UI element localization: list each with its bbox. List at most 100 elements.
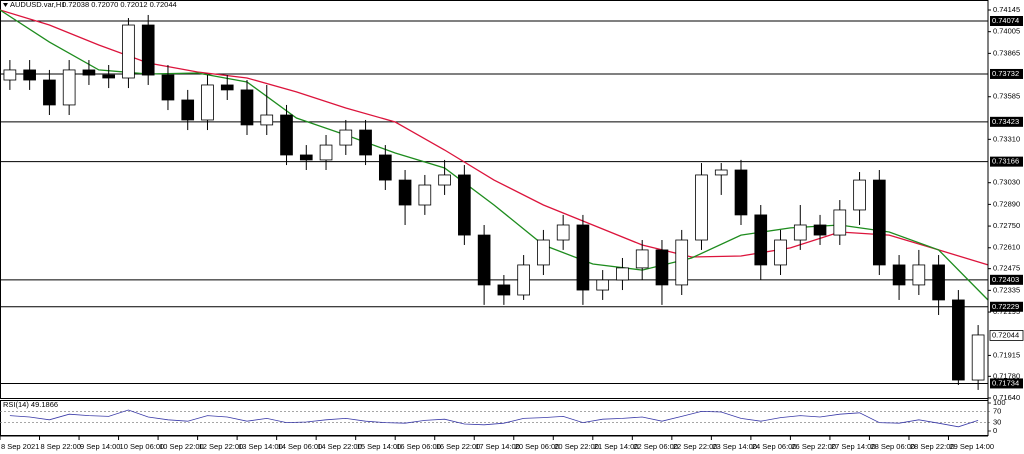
x-tick-label: 9 Sep 14:00: [80, 442, 120, 451]
level-label: 0.72229: [992, 302, 1019, 311]
x-tick-label: 10 Sep 06:00: [120, 442, 165, 451]
candle-body: [102, 74, 116, 79]
candle-body: [23, 69, 36, 81]
x-tick-label: 27 Sep 14:00: [831, 442, 876, 451]
x-tick-label: 20 Sep 06:00: [515, 442, 560, 451]
x-tick-label: 14 Sep 22:00: [317, 442, 362, 451]
y-tick-label: 0.71640: [993, 393, 1020, 402]
x-tick-label: 16 Sep 22:00: [436, 442, 481, 451]
level-box: [990, 156, 1023, 167]
candle-body: [398, 179, 412, 206]
level-label: 0.73166: [992, 157, 1019, 166]
level-label: 0.74074: [992, 16, 1019, 25]
quote: 0.72038 0.72070 0.72012 0.72044: [62, 0, 177, 9]
x-tick-label: 12 Sep 22:00: [199, 442, 244, 451]
x-tick-label: 26 Sep 22:00: [791, 442, 836, 451]
y-tick-label: 0.72750: [993, 221, 1020, 230]
candle-body: [774, 239, 787, 266]
candle-body: [339, 129, 353, 146]
candle-body: [537, 239, 550, 266]
y-tick-label: 0.73310: [993, 134, 1020, 143]
x-tick-label: 17 Sep 14:00: [475, 442, 520, 451]
x-tick-label: 28 Sep 06:00: [870, 442, 915, 451]
candle-body: [616, 267, 629, 281]
level-label: 0.71734: [992, 378, 1019, 387]
candle-body: [892, 264, 906, 286]
x-tick-label: 16 Sep 06:00: [396, 442, 441, 451]
candle-body: [181, 99, 195, 121]
candle-body: [43, 79, 56, 106]
x-tick-label: 28 Sep 22:00: [910, 442, 955, 451]
y-tick-label: 0.72335: [993, 285, 1020, 294]
rsi-line: [9, 409, 979, 428]
candle-body: [793, 224, 807, 241]
candle-body: [517, 264, 530, 296]
rsi-title: RSI(14) 49.1866: [3, 400, 58, 409]
y-tick-label: 0.74145: [993, 5, 1020, 14]
x-tick-label: 23 Sep 14:00: [712, 442, 757, 451]
y-tick-label: 30: [993, 418, 1001, 427]
x-tick-label: 22 Sep 06:00: [633, 442, 678, 451]
candle-body: [853, 179, 866, 211]
candle-body: [240, 89, 254, 126]
y-tick-label: 0.72475: [993, 264, 1020, 273]
candle-body: [418, 184, 432, 206]
y-tick-label: 0.72610: [993, 243, 1020, 252]
x-tick-label: 20 Sep 22:00: [554, 442, 599, 451]
x-tick-label: 10 Sep 22:00: [159, 442, 204, 451]
level-box: [990, 274, 1023, 285]
candle-body: [122, 24, 135, 79]
x-tick-label: 8 Sep 2021: [1, 442, 39, 451]
candle-body: [438, 174, 451, 186]
candle-body: [734, 169, 748, 216]
y-tick-label: 0.73585: [993, 92, 1020, 101]
y-tick-label: 0.71915: [993, 350, 1020, 359]
x-tick-label: 24 Sep 06:00: [752, 442, 797, 451]
level-box: [990, 15, 1023, 26]
moving-average: [0, 9, 989, 266]
y-tick-label: 100: [993, 398, 1006, 407]
candle-body: [813, 224, 827, 236]
candle-body: [280, 114, 293, 156]
candle-body: [260, 114, 274, 126]
level-box: [990, 116, 1023, 127]
y-tick-label: 0.74005: [993, 27, 1020, 36]
candle-body: [378, 154, 392, 181]
candle-body: [872, 179, 886, 266]
candle-body: [675, 239, 689, 286]
y-tick-label: 0: [993, 426, 997, 435]
candle-body: [971, 334, 985, 381]
candle-body: [695, 174, 708, 241]
x-tick-label: 21 Sep 14:00: [594, 442, 639, 451]
candle-body: [299, 154, 313, 161]
candle-body: [82, 69, 96, 76]
candle-body: [3, 69, 17, 81]
candle-body: [833, 209, 847, 236]
candle-body: [596, 279, 610, 291]
y-tick-label: 70: [993, 406, 1001, 415]
candle-body: [952, 299, 965, 381]
level-box: [990, 68, 1023, 79]
candle-body: [458, 174, 471, 236]
candle-body: [141, 24, 155, 76]
level-label: 0.72403: [992, 275, 1019, 284]
candle-body: [932, 264, 945, 301]
last-price-box: [989, 330, 1024, 341]
candle-body: [477, 234, 491, 286]
candle-body: [220, 84, 234, 91]
level-box: [990, 301, 1023, 312]
y-tick-label: 0.73865: [993, 48, 1020, 57]
candle-body: [655, 249, 669, 286]
candle-body: [201, 84, 214, 121]
x-tick-label: 22 Sep 22:00: [673, 442, 718, 451]
x-tick-label: 13 Sep 14:00: [238, 442, 283, 451]
candle-body: [359, 129, 372, 156]
candle-body: [62, 69, 76, 106]
menu-arrow: [3, 3, 8, 7]
candle-body: [912, 264, 926, 286]
y-tick-label: 0.72890: [993, 199, 1020, 208]
candle-body: [556, 224, 570, 241]
last-price-label: 0.72044: [992, 330, 1019, 339]
